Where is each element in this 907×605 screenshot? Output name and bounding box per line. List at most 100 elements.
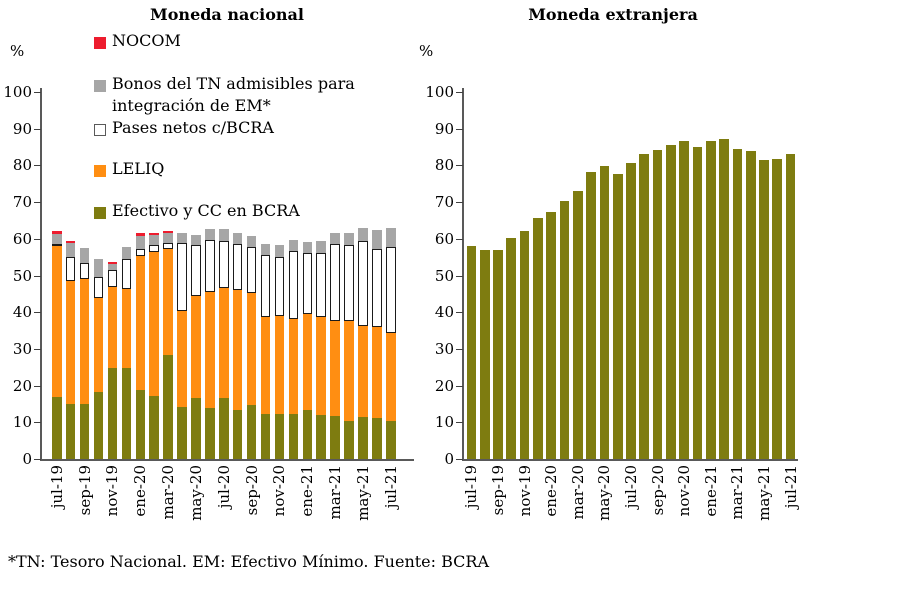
bar-segment-efectivo <box>274 413 285 459</box>
legend-label: Pases netos c/BCRA <box>112 118 274 137</box>
bar-segment-efectivo <box>386 421 396 459</box>
bar-jul-21 <box>785 154 796 459</box>
bar-segment-bonos <box>135 236 146 249</box>
bar-segment-efectivo <box>191 397 201 459</box>
bar-ene-21 <box>705 141 716 459</box>
x-tick-label: mar-20 <box>159 465 178 520</box>
bar-segment-pases_fill <box>288 251 299 320</box>
x-tick-label: may-20 <box>186 465 205 521</box>
bar-segment-pases_fill <box>232 244 243 290</box>
x-tick-label: ene-20 <box>131 465 150 517</box>
bar-segment-pases_fill <box>316 253 326 317</box>
x-tick-label: may-20 <box>595 465 614 521</box>
bar-segment-leliq <box>260 317 271 414</box>
bar-segment-leliq <box>65 281 76 404</box>
bar-segment-leliq <box>386 332 396 422</box>
bar-segment-pases_fill <box>260 255 271 318</box>
legend-swatch-efectivo <box>94 207 106 219</box>
x-tick-label: ene-21 <box>701 465 720 517</box>
bar-segment-bonos <box>246 236 257 247</box>
legend-label: LELIQ <box>112 159 165 178</box>
y-tick-mark <box>456 422 463 424</box>
x-tick-label: may-21 <box>353 465 372 521</box>
bar-segment-pases_fill <box>219 241 229 288</box>
bar-segment-bonos <box>358 227 368 241</box>
bar-segment-efectivo <box>177 406 187 459</box>
bar-dic-19 <box>533 218 543 459</box>
bar-segment-efectivo <box>65 403 76 459</box>
bar-segment-efectivo <box>93 391 104 459</box>
y-tick-mark <box>34 202 41 204</box>
bar-jul-20 <box>626 163 636 459</box>
bar-segment-bonos <box>386 227 396 247</box>
bar-segment-leliq <box>135 256 146 391</box>
y-tick-mark <box>34 128 41 130</box>
x-tick-label: jul-19 <box>462 465 481 509</box>
bar-oct-19 <box>506 238 517 459</box>
bar-segment-leliq <box>302 314 313 410</box>
bar-ago-20 <box>639 154 650 459</box>
bar-segment-bonos <box>205 228 215 241</box>
legend-swatch-bonos <box>94 80 106 92</box>
bar-segment-leliq <box>344 320 354 422</box>
y-tick-mark <box>456 92 463 93</box>
bar-segment-bonos <box>330 233 340 244</box>
bar-segment-leliq <box>121 288 132 369</box>
x-tick-label: sep-20 <box>648 465 667 516</box>
bar-may-21 <box>759 159 769 459</box>
bar-segment-pases_fill <box>163 242 173 249</box>
bar-segment-leliq <box>205 291 215 408</box>
bar-segment-pases_fill <box>205 240 215 292</box>
x-tick-label: nov-19 <box>103 465 122 517</box>
bar-segment-efectivo <box>149 396 159 459</box>
bar-segment-efectivo <box>302 409 313 459</box>
bar-dic-20 <box>692 146 703 459</box>
y-tick-mark <box>456 238 463 240</box>
bar-ene-20 <box>546 211 557 459</box>
bar-segment-pases_fill <box>79 262 90 280</box>
bar-segment-nocom <box>65 241 76 243</box>
bar-segment-pases_fill <box>246 246 257 294</box>
bar-segment-bonos <box>344 232 354 246</box>
bar-segment-leliq <box>232 289 243 410</box>
x-tick-label: ene-21 <box>298 465 317 517</box>
bar-segment-pases_fill <box>52 244 62 247</box>
x-tick-label: nov-20 <box>675 465 694 517</box>
y-tick-label: 30 <box>434 339 454 358</box>
bar-segment-efectivo <box>246 405 257 459</box>
bar-segment-nocom <box>52 231 62 235</box>
y-tick-label: 90 <box>434 119 454 138</box>
bar-may-20 <box>599 165 610 459</box>
y-tick-label: 10 <box>434 413 454 432</box>
bar-mar-21 <box>732 148 743 459</box>
y-tick-label: 60 <box>434 229 454 248</box>
y-tick-mark <box>34 422 41 424</box>
bar-feb-21 <box>719 138 729 459</box>
y-tick-mark <box>34 348 41 350</box>
y-tick-label: 60 <box>12 229 32 248</box>
bar-segment-pases_fill <box>135 248 146 257</box>
bar-segment-bonos <box>288 239 299 252</box>
bar-segment-pases_fill <box>93 277 104 298</box>
bar-segment-efectivo <box>232 409 243 459</box>
y-tick-label: 50 <box>434 266 454 285</box>
y-tick-label: 20 <box>434 376 454 395</box>
bar-segment-pases_fill <box>386 246 396 333</box>
y-tick-mark <box>34 238 41 240</box>
bar-segment-pases_fill <box>107 269 118 288</box>
bar-segment-efectivo <box>205 407 215 459</box>
bar-segment-leliq <box>93 297 104 392</box>
y-axis-line <box>40 88 42 460</box>
left-chart-title: Moneda nacional <box>150 5 304 24</box>
bar-ago-19 <box>479 250 490 459</box>
bar-segment-leliq <box>358 325 368 418</box>
y-tick-label: 40 <box>12 303 32 322</box>
x-tick-label: jul-19 <box>47 465 66 509</box>
bar-nov-20 <box>679 141 690 459</box>
bar-segment-efectivo <box>358 417 368 459</box>
bar-segment-pases_fill <box>149 245 159 252</box>
bar-segment-leliq <box>274 315 285 414</box>
bar-segment-bonos <box>163 233 173 243</box>
x-tick-label: ene-20 <box>542 465 561 517</box>
